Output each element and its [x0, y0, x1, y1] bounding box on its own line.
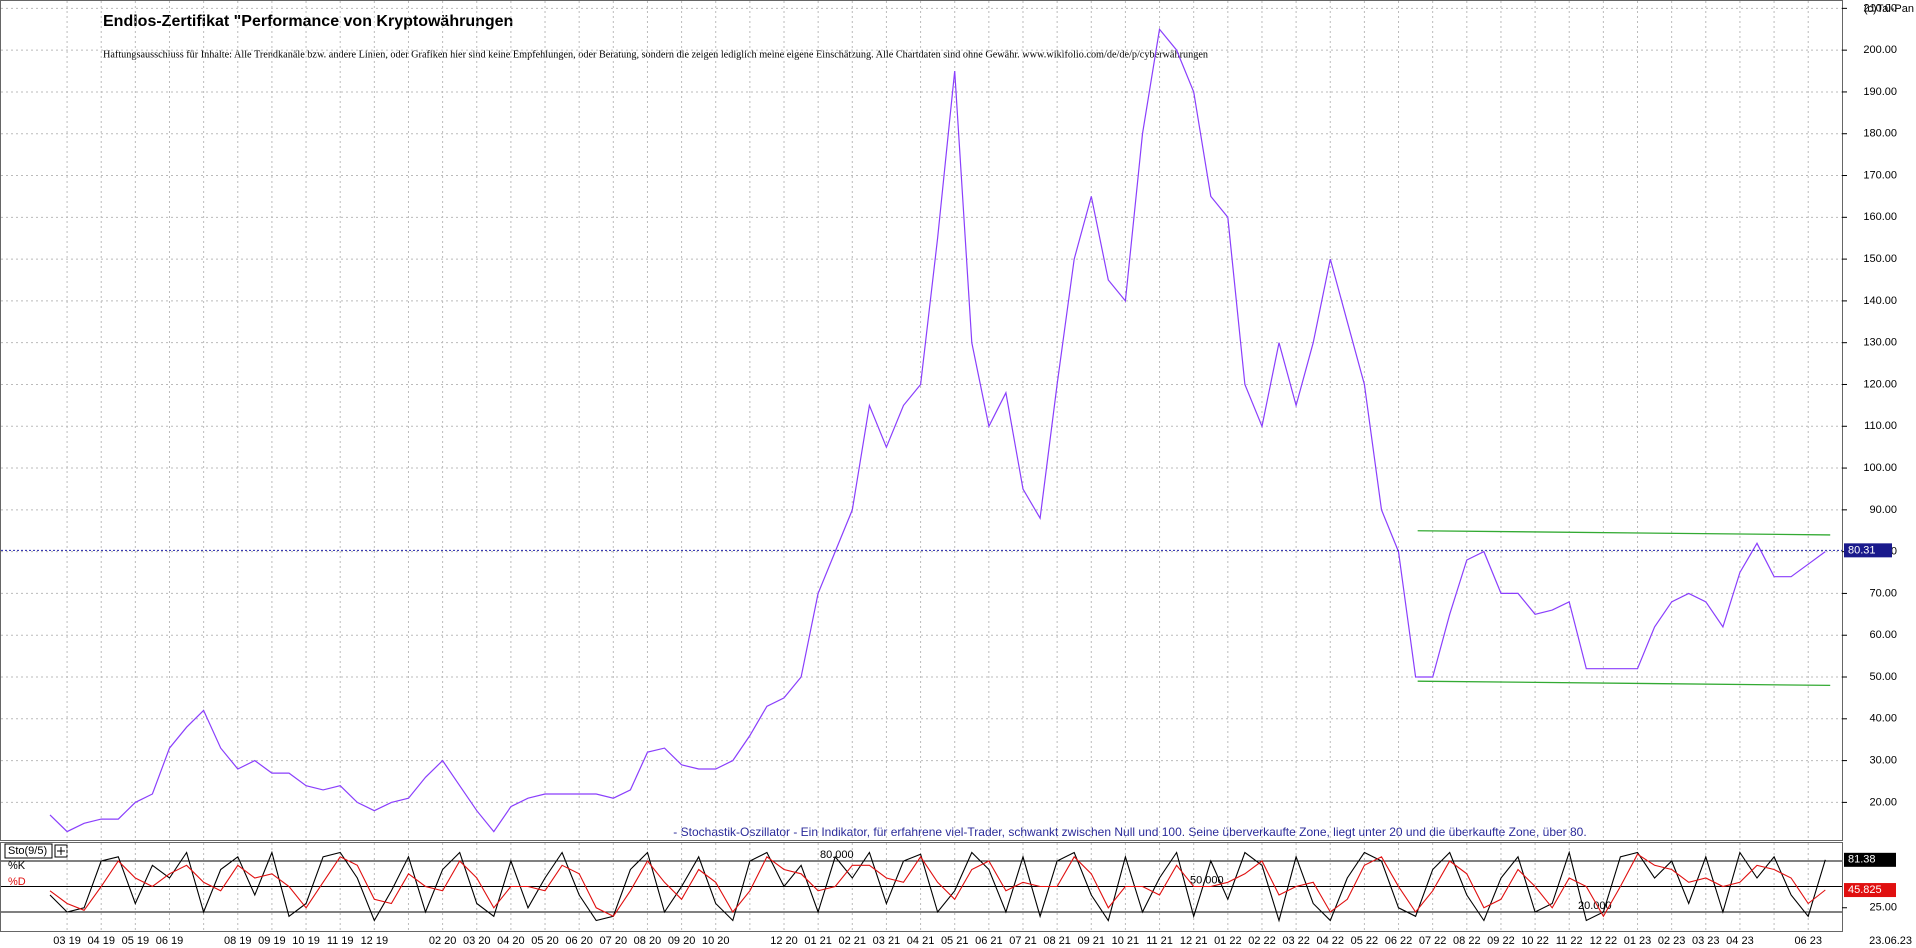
x-tick-label: 02 20	[429, 935, 457, 947]
x-tick-label: 10 20	[702, 935, 730, 947]
x-tick-label: 09 20	[668, 935, 696, 947]
y-tick-label: 70.00	[1869, 587, 1897, 599]
indicator-line	[49, 853, 1826, 918]
x-tick-label: 11 21	[1146, 935, 1173, 947]
trend-line	[1417, 680, 1831, 687]
x-tick-label: 05 22	[1351, 935, 1379, 947]
x-tick-label: 08 19	[224, 935, 252, 947]
y-tick-label: 170.00	[1863, 169, 1897, 181]
x-tick-label: 03 21	[873, 935, 901, 947]
x-tick-label: 12 21	[1180, 935, 1208, 947]
x-tick-label: 03 22	[1282, 935, 1310, 947]
x-tick-label: 03 23	[1692, 935, 1720, 947]
x-tick-label: 09 22	[1487, 935, 1515, 947]
value-box	[1844, 543, 1892, 558]
y-tick-label: 150.00	[1863, 253, 1897, 265]
x-tick-label: 01 22	[1214, 935, 1242, 947]
x-tick-label: 07 20	[600, 935, 628, 947]
x-tick-label: 11 22	[1556, 935, 1583, 947]
x-tick-label: 10 19	[292, 935, 320, 947]
indicator-legend-box	[4, 843, 53, 859]
level-label: 50.000	[1190, 874, 1224, 886]
y-tick-label: 60.00	[1869, 629, 1897, 641]
y-tick-label: 160.00	[1863, 211, 1897, 223]
level-label: 80.000	[820, 849, 854, 861]
y-tick-label: 190.00	[1863, 86, 1897, 98]
x-tick-label: 04 21	[907, 935, 935, 947]
x-tick-label: 03 19	[53, 935, 81, 947]
source: (c)Tai-Pan	[1864, 3, 1914, 15]
x-tick-label: 08 21	[1043, 935, 1071, 947]
x-tick-label: 12 22	[1590, 935, 1618, 947]
legend-k: %K	[8, 860, 26, 872]
x-tick-label: 12 20	[770, 935, 798, 947]
x-tick-label: 05 19	[122, 935, 150, 947]
y-tick-label: 20.00	[1869, 796, 1897, 808]
indicator-line	[49, 850, 1826, 923]
value-label: 45.825	[1848, 884, 1882, 896]
y-tick-label: 40.00	[1869, 713, 1897, 725]
x-tick-label: 06 19	[156, 935, 184, 947]
x-tick-label: 09 19	[258, 935, 286, 947]
x-tick-label: 07 22	[1419, 935, 1447, 947]
x-tick-label: 08 22	[1453, 935, 1481, 947]
y-tick-label: 200.00	[1863, 44, 1897, 56]
x-tick-label: 06 22	[1385, 935, 1413, 947]
x-tick-label: 06 23	[1794, 935, 1822, 947]
value-box	[1844, 852, 1896, 867]
x-tick-label: 05 21	[941, 935, 969, 947]
x-tick-label: 08 20	[634, 935, 662, 947]
y-tick-label: 130.00	[1863, 337, 1897, 349]
y-tick-label: 110.00	[1864, 420, 1897, 432]
indicator-name: Sto(9/5)	[8, 845, 47, 857]
x-tick-label: 10 21	[1112, 935, 1140, 947]
x-tick-label: 04 19	[87, 935, 115, 947]
level-label: 20.000	[1578, 900, 1612, 912]
x-tick-label: 06 20	[565, 935, 593, 947]
x-tick-label: 12 19	[361, 935, 389, 947]
x-tick-label: 04 22	[1316, 935, 1344, 947]
trend-line	[1417, 530, 1831, 536]
toggle-icon	[57, 847, 65, 855]
indicator-annotation: - Stochastik-Oszillator - Ein Indikator,…	[673, 825, 1586, 839]
y-tick-label: 90.00	[1869, 504, 1897, 516]
x-tick-label: 05 20	[531, 935, 559, 947]
x-tick-label: 02 23	[1658, 935, 1686, 947]
y-tick-label: 30.00	[1869, 755, 1897, 767]
x-tick-label: 03 20	[463, 935, 491, 947]
value-label: 80.31	[1848, 544, 1876, 556]
value-box	[1844, 883, 1896, 898]
disclaimer: Haftungsausschluss für Inhalte: Alle Tre…	[103, 49, 1208, 60]
y-tick-label: 210.00	[1863, 2, 1897, 14]
y-tick-label: 180.00	[1863, 128, 1897, 140]
x-tick-label: 02 22	[1248, 935, 1276, 947]
price-line	[49, 27, 1826, 833]
x-tick-label: 06 21	[975, 935, 1003, 947]
y-tick-label: 140.00	[1863, 295, 1897, 307]
price-panel	[0, 0, 1843, 841]
x-tick-label: 01 21	[804, 935, 832, 947]
y-tick-label: 50.00	[1869, 671, 1897, 683]
chart-title: Endlos-Zertifikat "Performance von Krypt…	[103, 13, 513, 30]
x-tick-label: 07 21	[1009, 935, 1037, 947]
date-label: 23.06.23	[1869, 935, 1912, 947]
y-tick-label: 120.00	[1863, 378, 1897, 390]
x-tick-label: 04 23	[1726, 935, 1754, 947]
x-tick-label: 04 20	[497, 935, 525, 947]
x-tick-label: 02 21	[839, 935, 867, 947]
x-tick-label: 09 21	[1078, 935, 1106, 947]
y2-tick-label: 25.00	[1869, 902, 1897, 914]
x-tick-label: 11 19	[327, 935, 354, 947]
x-tick-label: 01 23	[1624, 935, 1652, 947]
x-tick-label: 10 22	[1521, 935, 1549, 947]
y-tick-label: 100.00	[1863, 462, 1897, 474]
value-label: 81.38	[1848, 854, 1876, 866]
legend-d: %D	[8, 876, 26, 888]
